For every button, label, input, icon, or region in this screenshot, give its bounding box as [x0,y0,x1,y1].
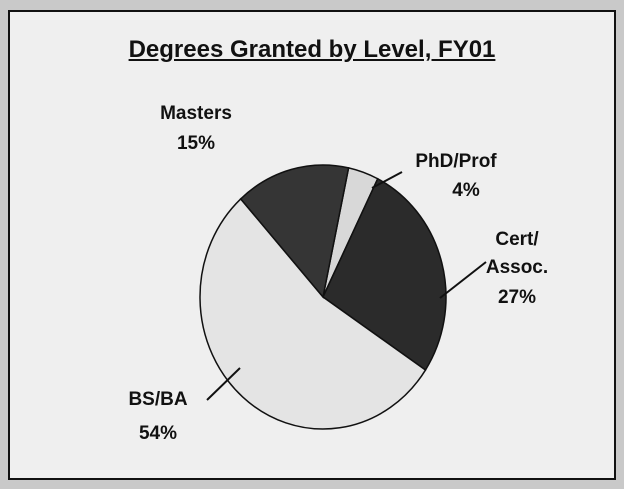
leader-line [371,171,403,189]
slice-value-label: 4% [452,180,480,201]
leader-line [439,261,487,299]
pie-slice [322,177,447,372]
pie-slice [239,164,350,299]
slice-label: BS/BA [128,389,188,410]
slice-value-label: 15% [176,133,216,154]
slice-value-label: 27% [497,287,537,308]
slice-label: Cert/ Assoc. [485,229,549,278]
slice-label: Masters [160,103,232,124]
leader-line [206,367,241,401]
slice-label: PhD/Prof [415,151,497,172]
chart-title: Degrees Granted by Level, FY01 [128,36,496,63]
slice-value-label: 54% [138,423,178,444]
pie-slice [199,197,427,430]
